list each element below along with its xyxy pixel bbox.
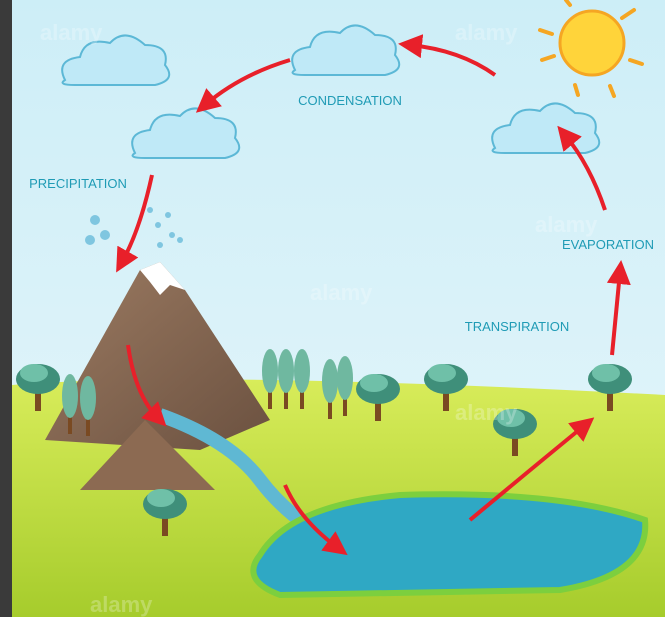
watermark: alamy: [535, 212, 598, 237]
evaporation-label: EVAPORATION: [562, 237, 654, 252]
watermark: alamy: [455, 20, 518, 45]
condensation-label: CONDENSATION: [298, 93, 402, 108]
watermark: alamy: [90, 592, 153, 617]
precipitation-label: PRECIPITATION: [29, 176, 127, 191]
watermark: alamy: [310, 280, 373, 305]
water-cycle-diagram: CONDENSATION PRECIPITATION EVAPORATION T…: [0, 0, 665, 617]
watermark: alamy: [40, 20, 103, 45]
watermark: alamy: [455, 400, 518, 425]
transpiration-label: TRANSPIRATION: [465, 319, 570, 334]
